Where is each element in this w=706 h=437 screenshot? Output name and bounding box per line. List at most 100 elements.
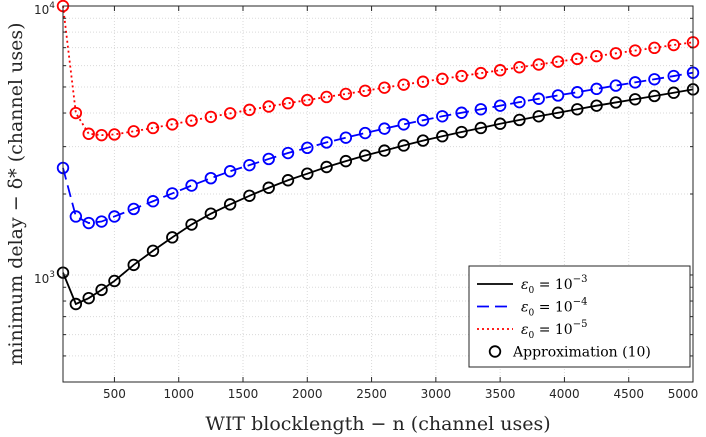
approximation-marker [339, 131, 353, 144]
approximation-marker [551, 89, 565, 102]
approximation-marker [474, 121, 488, 135]
y-tick-label: 103 [34, 270, 55, 286]
approximation-marker [146, 244, 160, 257]
series-1 [56, 66, 700, 230]
approximation-marker [69, 210, 83, 223]
approximation-marker [667, 86, 680, 99]
approximation-marker [320, 90, 333, 104]
x-tick-label: 4000 [549, 387, 580, 401]
y-axis-label: minimum delay − δ* (channel uses) [5, 22, 27, 365]
approximation-marker [648, 89, 661, 103]
approximation-marker [590, 82, 603, 96]
approximation-marker [513, 113, 526, 127]
approximation-marker [397, 118, 410, 131]
approximation-marker [243, 189, 256, 202]
approximation-marker [358, 149, 372, 162]
legend-equals: = 10 [534, 277, 572, 293]
approximation-marker [416, 114, 430, 127]
approximation-marker [301, 167, 314, 180]
legend-epsilon-subscript: 0 [529, 309, 535, 319]
approximation-marker [281, 146, 295, 160]
approximation-marker [436, 72, 449, 86]
legend-entry-label: ε0 = 10−3 [521, 274, 587, 296]
approximation-marker [532, 58, 545, 71]
approximation-marker [281, 97, 295, 110]
approximation-marker [628, 93, 642, 106]
approximation-marker [146, 121, 160, 135]
legend-exponent: −4 [573, 297, 588, 308]
approximation-marker [95, 215, 108, 228]
approximation-marker [281, 174, 295, 187]
approximation-marker [146, 195, 160, 208]
approximation-marker [320, 160, 333, 174]
legend-epsilon-subscript: 0 [529, 286, 535, 296]
approximation-marker [551, 55, 565, 68]
approximation-marker [378, 81, 391, 94]
series-line [62, 5, 694, 137]
approximation-marker [609, 79, 623, 92]
approximation-marker [358, 126, 372, 140]
x-tick-label: 2500 [356, 387, 387, 401]
approximation-marker [436, 130, 449, 143]
legend-epsilon: ε [521, 322, 529, 338]
approximation-marker [223, 107, 237, 120]
approximation-marker [609, 47, 623, 60]
legend-entry-label: ε0 = 10−5 [521, 319, 587, 341]
approximation-marker [455, 69, 468, 83]
approximation-marker [571, 52, 584, 66]
legend-epsilon-subscript: 0 [529, 331, 535, 341]
approximation-marker [358, 84, 372, 97]
series-layer [56, 0, 700, 311]
approximation-marker [436, 110, 449, 123]
grid [63, 5, 694, 383]
approximation-marker [397, 139, 410, 152]
approximation-marker [243, 158, 256, 172]
approximation-marker [339, 87, 353, 101]
approximation-marker [69, 106, 83, 120]
approximation-marker [339, 154, 353, 168]
approximation-marker [455, 125, 468, 139]
approximation-marker [513, 61, 526, 74]
legend: ε0 = 10−3ε0 = 10−4ε0 = 10−5Approximation… [468, 265, 691, 368]
approximation-marker [493, 64, 507, 77]
approximation-marker [667, 69, 680, 83]
legend-entry-label: ε0 = 10−4 [521, 297, 587, 319]
approximation-marker [590, 99, 603, 112]
approximation-marker [474, 103, 488, 116]
y-tick-label: 104 [34, 1, 55, 17]
approximation-marker [628, 44, 642, 57]
approximation-marker [320, 136, 333, 149]
legend-epsilon: ε [521, 300, 529, 316]
x-tick-label: 4500 [613, 387, 644, 401]
approximation-marker [262, 152, 275, 166]
legend-equals: = 10 [534, 322, 572, 338]
approximation-marker [69, 297, 83, 311]
approximation-marker [204, 171, 218, 185]
x-tick-label: 1500 [228, 387, 259, 401]
x-tick-label: 3000 [421, 387, 452, 401]
approximation-marker [301, 141, 314, 155]
approximation-marker [532, 110, 545, 123]
x-tick-label: 500 [103, 387, 126, 401]
approximation-marker [166, 118, 179, 131]
approximation-marker [166, 187, 179, 200]
approximation-marker [95, 283, 108, 297]
approximation-marker [571, 86, 584, 99]
approximation-marker [82, 291, 95, 305]
y-tick-exponent: 3 [49, 270, 55, 280]
approximation-marker [648, 41, 661, 55]
approximation-marker [185, 179, 198, 192]
approximation-marker [532, 92, 545, 105]
approximation-marker [127, 202, 140, 216]
approximation-marker [397, 78, 410, 91]
legend-equals: = 10 [534, 300, 572, 316]
approximation-marker [82, 127, 95, 140]
approximation-marker [609, 96, 623, 109]
approximation-marker [648, 73, 661, 86]
legend-box [468, 265, 691, 368]
approximation-marker [667, 38, 680, 52]
approximation-marker [628, 76, 642, 89]
approximation-marker [127, 258, 140, 272]
approximation-marker [474, 66, 488, 80]
approximation-marker [223, 165, 237, 178]
